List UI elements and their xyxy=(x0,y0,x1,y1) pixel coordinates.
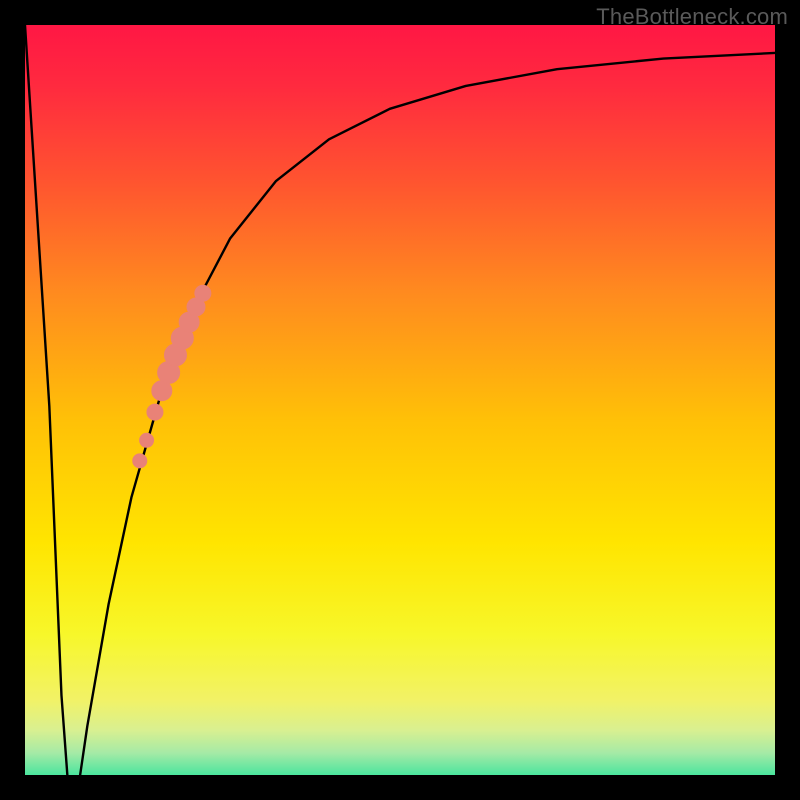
chart-frame xyxy=(0,0,800,800)
chart-container: TheBottleneck.com xyxy=(0,0,800,800)
watermark-text: TheBottleneck.com xyxy=(596,4,788,30)
